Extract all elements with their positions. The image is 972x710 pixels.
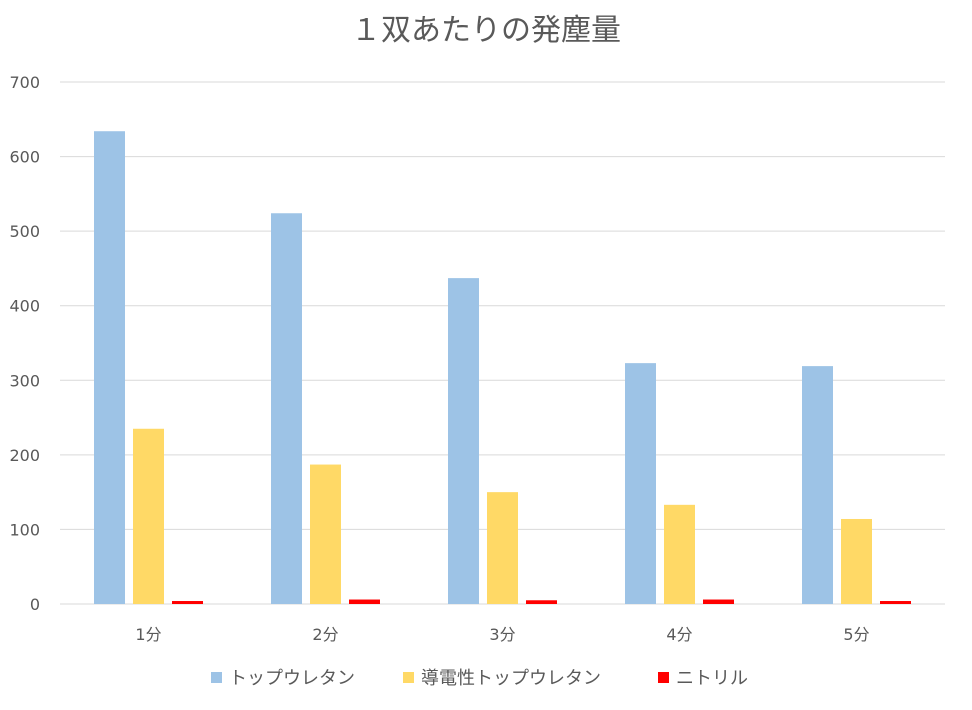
y-tick-label: 600 xyxy=(9,148,40,167)
x-tick-label: 5分 xyxy=(843,625,869,644)
bar-3-2 xyxy=(349,599,380,604)
y-tick-label: 400 xyxy=(9,297,40,316)
bar-1-5 xyxy=(802,366,833,604)
x-axis: 1分 2分 3分 4分 5分 xyxy=(135,625,869,644)
x-tick-label: 3分 xyxy=(489,625,515,644)
bar-2-3 xyxy=(487,492,518,604)
legend-label: トップウレタン xyxy=(229,668,355,689)
bar-2-5 xyxy=(841,518,872,604)
bar-2-4 xyxy=(664,504,695,604)
legend-label: 導電性トップウレタン xyxy=(421,668,601,689)
grid xyxy=(60,81,945,605)
bar-3-3 xyxy=(526,600,557,604)
bar-3-1 xyxy=(172,601,203,604)
legend-swatch xyxy=(403,672,414,683)
bar-3-5 xyxy=(880,601,911,604)
plot-area xyxy=(94,131,911,604)
bar-3-4 xyxy=(703,599,734,604)
x-tick-label: 2分 xyxy=(312,625,338,644)
y-tick-label: 0 xyxy=(30,595,40,614)
y-tick-label: 700 xyxy=(9,73,40,92)
y-tick-label: 500 xyxy=(9,222,40,241)
bar-2-2 xyxy=(310,464,341,604)
bar-1-1 xyxy=(94,131,125,604)
y-tick-label: 300 xyxy=(9,371,40,390)
legend-label: ニトリル xyxy=(676,668,748,689)
x-tick-label: 4分 xyxy=(666,625,692,644)
y-tick-label: 200 xyxy=(9,446,40,465)
legend-swatch xyxy=(658,672,669,683)
chart-title: １双あたりの発塵量 xyxy=(351,13,621,48)
y-tick-label: 100 xyxy=(9,520,40,539)
bar-1-4 xyxy=(625,363,656,604)
bar-1-2 xyxy=(271,213,302,604)
legend: トップウレタン 導電性トップウレタン ニトリル xyxy=(211,668,748,689)
bar-2-1 xyxy=(133,428,164,604)
bar-1-3 xyxy=(448,278,479,604)
y-axis: 0 100 200 300 400 500 600 700 xyxy=(9,73,40,614)
legend-swatch xyxy=(211,672,222,683)
x-tick-label: 1分 xyxy=(135,625,161,644)
